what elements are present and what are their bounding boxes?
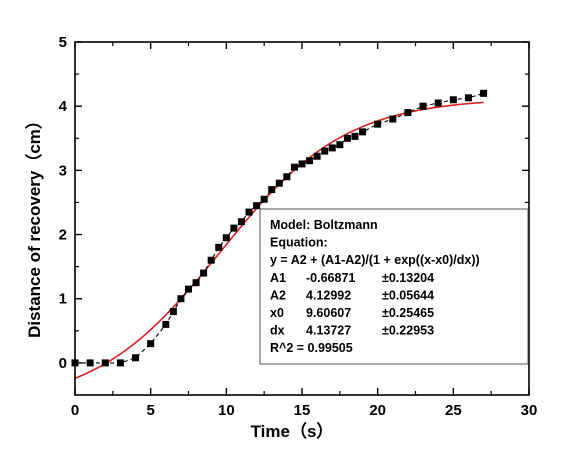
data-point bbox=[268, 186, 276, 194]
data-point bbox=[374, 120, 382, 128]
data-point bbox=[162, 320, 170, 328]
data-point bbox=[359, 128, 367, 136]
data-point bbox=[480, 89, 488, 97]
fit-param-value: 4.12992 bbox=[306, 288, 351, 302]
x-tick-label: 0 bbox=[71, 402, 79, 419]
y-tick-label: 0 bbox=[59, 355, 67, 372]
data-point bbox=[253, 202, 261, 210]
x-axis-title: Time（s） bbox=[251, 421, 334, 441]
fit-results-box: Model: Boltzmann Equation: y = A2 + (A1-A2… bbox=[259, 208, 529, 365]
fit-param-error: ±0.22953 bbox=[382, 324, 434, 338]
x-tick-label: 10 bbox=[218, 402, 235, 419]
data-point bbox=[434, 99, 442, 107]
fit-results-line: y = A2 + (A1-A2)/(1 + exp((x-x0)/dx)) bbox=[270, 253, 480, 267]
fit-param-error: ±0.05644 bbox=[382, 288, 434, 302]
fit-results-frame bbox=[259, 208, 529, 365]
data-point bbox=[215, 243, 223, 251]
data-point bbox=[275, 179, 283, 187]
fit-param-value: 9.60607 bbox=[306, 306, 351, 320]
data-point bbox=[290, 163, 298, 171]
data-point bbox=[169, 308, 177, 316]
data-point bbox=[237, 218, 245, 226]
data-point bbox=[230, 224, 238, 232]
fit-param-name: x0 bbox=[270, 306, 284, 320]
fit-param-error: ±0.25465 bbox=[382, 306, 434, 320]
data-point bbox=[351, 132, 359, 140]
data-point bbox=[86, 359, 94, 367]
data-point bbox=[200, 269, 208, 277]
x-tick-label: 25 bbox=[445, 402, 462, 419]
fit-param-name: A2 bbox=[270, 288, 286, 302]
data-point bbox=[260, 195, 268, 203]
data-point bbox=[298, 160, 306, 168]
data-point bbox=[389, 115, 397, 123]
fit-param-name: A1 bbox=[270, 271, 286, 285]
y-tick-label: 5 bbox=[59, 34, 67, 51]
data-point bbox=[222, 234, 230, 242]
fit-param-value: -0.66871 bbox=[306, 271, 355, 285]
data-point bbox=[192, 279, 200, 287]
data-point bbox=[147, 340, 155, 348]
x-tick-label: 5 bbox=[146, 402, 154, 419]
data-point bbox=[207, 256, 215, 264]
axes: 0 5 10 15 20 25 30 0 1 2 3 4 5 bbox=[59, 34, 538, 419]
data-point bbox=[404, 109, 412, 117]
plot-area bbox=[71, 89, 488, 380]
data-point bbox=[245, 208, 253, 216]
data-point bbox=[283, 173, 291, 181]
x-tick-label: 20 bbox=[369, 402, 386, 419]
data-point bbox=[101, 359, 109, 367]
y-tick-label: 1 bbox=[59, 291, 67, 308]
y-tick-label: 2 bbox=[59, 227, 67, 244]
data-point bbox=[343, 134, 351, 142]
y-tick-label: 4 bbox=[59, 98, 68, 115]
fit-r-squared: R^2 = 0.99505 bbox=[270, 341, 353, 355]
data-point bbox=[132, 354, 140, 362]
data-point bbox=[419, 102, 427, 110]
y-axis-title: Distance of recovery（cm） bbox=[24, 112, 44, 338]
fit-results-line: Model: Boltzmann bbox=[270, 218, 378, 232]
data-point bbox=[306, 157, 314, 165]
data-point bbox=[449, 96, 457, 104]
fit-param-error: ±0.13204 bbox=[382, 271, 434, 285]
data-point bbox=[321, 147, 329, 155]
data-point bbox=[177, 295, 185, 303]
fit-param-value: 4.13727 bbox=[306, 324, 351, 338]
data-point bbox=[464, 94, 472, 102]
x-tick-label: 30 bbox=[521, 402, 538, 419]
x-tick-label: 15 bbox=[294, 402, 311, 419]
y-tick-label: 3 bbox=[59, 162, 67, 179]
data-point bbox=[185, 285, 192, 293]
data-point bbox=[336, 141, 344, 149]
data-point bbox=[313, 152, 321, 160]
data-point bbox=[116, 359, 124, 367]
data-point bbox=[328, 144, 336, 152]
fit-results-line: Equation: bbox=[270, 236, 328, 250]
fit-param-name: dx bbox=[270, 324, 285, 338]
